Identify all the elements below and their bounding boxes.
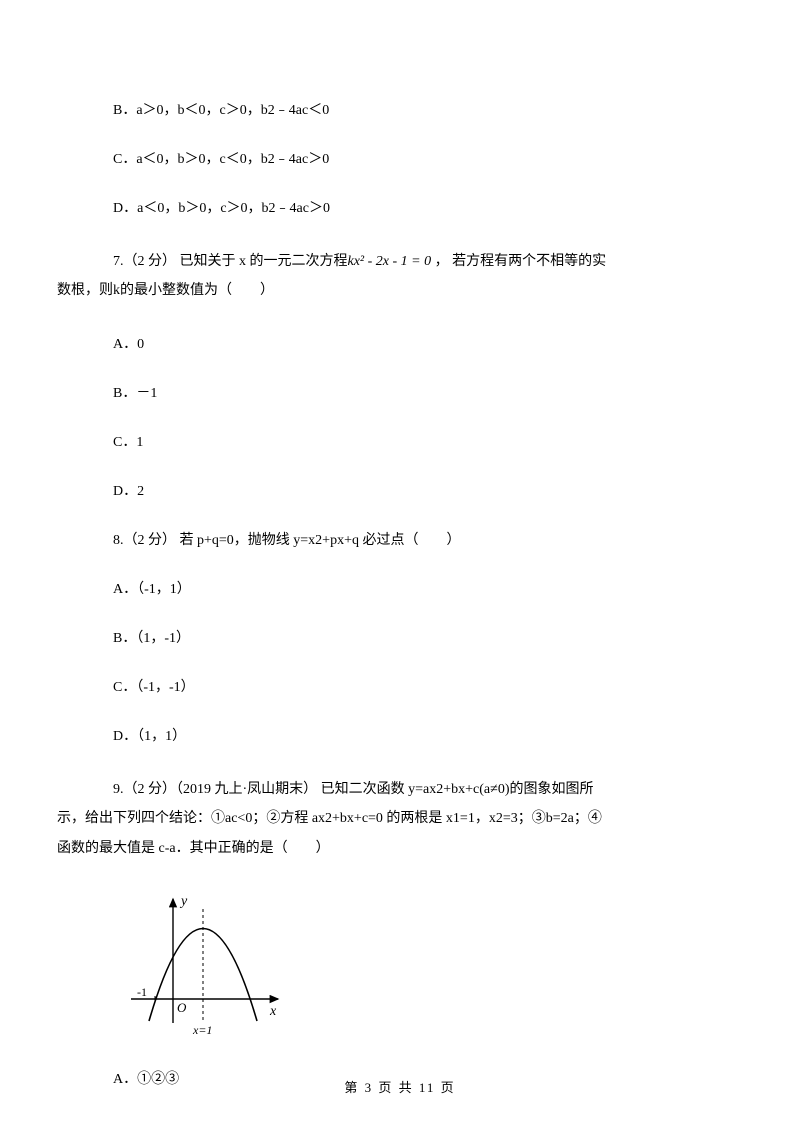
q9-stem-l1: 9.（2 分）（2019 九上·凤山期末） 已知二次函数 y=ax2+bx+c(… xyxy=(113,782,594,797)
parabola-graph: y x O -1 x=1 xyxy=(113,891,283,1041)
q8-option-c: C．（-1，-1） xyxy=(85,677,715,698)
q6-option-c: C．a＜0，b＞0，c＜0，b2﹣4ac＞0 xyxy=(85,149,715,170)
svg-text:x=1: x=1 xyxy=(192,1023,212,1037)
q8-option-b: B．（1，-1） xyxy=(85,628,715,649)
q7-option-a: A．0 xyxy=(85,334,715,355)
q7-stem-post: ， 若方程有两个不相等的实 xyxy=(431,254,606,269)
q6-option-b: B．a＞0，b＜0，c＞0，b2﹣4ac＜0 xyxy=(85,100,715,121)
svg-text:y: y xyxy=(179,894,188,909)
q7-option-b: B．－1 xyxy=(85,383,715,404)
svg-text:-1: -1 xyxy=(137,985,147,999)
q7-option-d: D．2 xyxy=(85,481,715,502)
q9-stem: 9.（2 分）（2019 九上·凤山期末） 已知二次函数 y=ax2+bx+c(… xyxy=(85,775,715,863)
q7-equation: kx² - 2x - 1 = 0 xyxy=(348,254,432,269)
q6-option-d: D．a＜0，b＞0，c＞0，b2﹣4ac＞0 xyxy=(85,198,715,219)
q7-stem: 7.（2 分） 已知关于 x 的一元二次方程kx² - 2x - 1 = 0 ，… xyxy=(85,247,715,306)
q9-stem-l3: 函数的最大值是 c-a．其中正确的是（ ） xyxy=(85,834,330,863)
q7-option-c: C．1 xyxy=(85,432,715,453)
q7-stem-pre: 7.（2 分） 已知关于 x 的一元二次方程 xyxy=(113,254,348,269)
q8-option-d: D．（1，1） xyxy=(85,726,715,747)
q9-figure: y x O -1 x=1 xyxy=(113,891,715,1041)
q7-stem-line2: 数根，则k的最小整数值为（ ） xyxy=(85,276,274,305)
svg-text:x: x xyxy=(269,1004,277,1019)
q8-stem: 8.（2 分） 若 p+q=0，抛物线 y=x2+px+q 必过点（ ） xyxy=(85,530,715,551)
q8-option-a: A．（-1，1） xyxy=(85,579,715,600)
q9-stem-l2: 示，给出下列四个结论：①ac<0；②方程 ax2+bx+c=0 的两根是 x1=… xyxy=(85,804,602,833)
svg-text:O: O xyxy=(177,1000,187,1015)
page-footer: 第 3 页 共 11 页 xyxy=(0,1078,800,1098)
